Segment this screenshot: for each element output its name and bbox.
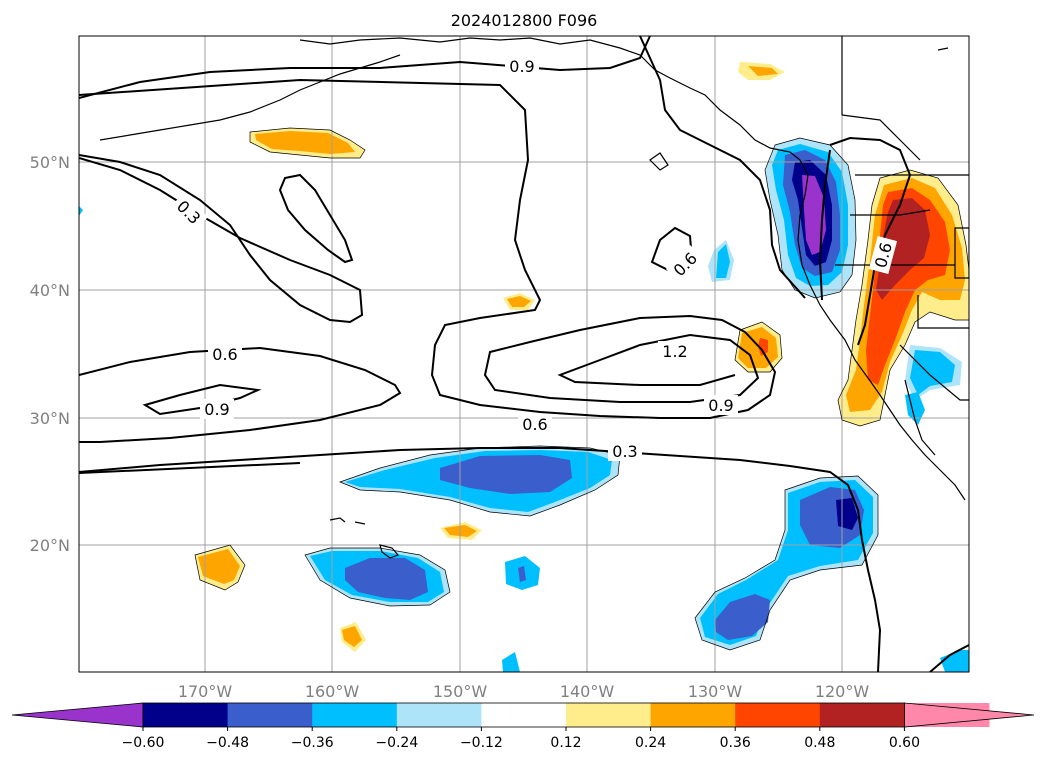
contour-labels: 0.9 0.3 0.6 0.9 0.6 1.2 0.9 0.6 0.3 0.6 (169, 56, 898, 461)
contour-inner-loop (278, 173, 354, 264)
anomaly-pnw-purple (802, 175, 826, 255)
contour-0.3-south-2 (79, 462, 301, 474)
contour-label: 0.3 (612, 442, 637, 461)
anomaly-hawaii-royal (345, 558, 428, 600)
colorbar-tick-label: 0.12 (550, 735, 581, 751)
anomaly-bottom-sky-2 (940, 650, 969, 672)
longitude-labels: 170°W 160°W 150°W 140°W 130°W 120°W (178, 682, 870, 701)
contour-label: 1.2 (662, 342, 687, 361)
lat-label-20n: 20°N (30, 536, 70, 555)
lon-label-150w: 150°W (433, 682, 488, 701)
colorbar-segment (481, 703, 567, 727)
contour-label: 0.9 (204, 400, 229, 419)
anomaly-west-orange (198, 549, 240, 584)
anomaly-orange-13n (342, 626, 362, 647)
anomaly-alaska-orange (748, 66, 778, 76)
anomaly-west-us-firebrick (876, 198, 930, 300)
colorbar-tick-label: −0.36 (291, 735, 334, 751)
map-frame (78, 35, 970, 673)
colorbar-segment (227, 703, 313, 727)
contour-label: 0.9 (708, 396, 733, 415)
lat-label-50n: 50°N (30, 153, 70, 172)
contour-0.9-north (79, 36, 651, 99)
lon-label-130w: 130°W (688, 682, 743, 701)
colorbar-segment (566, 703, 652, 727)
colorbar-tick-label: 0.24 (635, 735, 666, 751)
contour-0.3-south (79, 447, 882, 672)
lat-label-30n: 30°N (30, 409, 70, 428)
lat-label-40n: 40°N (30, 281, 70, 300)
contour-0.9-west (142, 383, 262, 416)
colorbar-segment (735, 703, 821, 727)
shaded-outlines (194, 127, 969, 651)
anomaly-se-royal-2 (715, 594, 770, 640)
colorbar-arrow-left (11, 702, 144, 728)
colorbar-tick-label: −0.48 (206, 735, 249, 751)
anomaly-east-pacific-blob-red (758, 338, 768, 356)
colorbar-segment (650, 703, 736, 727)
colorbar-segment (396, 703, 482, 727)
colorbar-tick-label: −0.60 (122, 735, 165, 751)
colorbar-tick-label: 0.36 (720, 735, 751, 751)
anomaly-socal-sky (910, 350, 955, 395)
contour-label: 0.9 (509, 57, 534, 76)
colorbar-tick-label: 0.48 (804, 735, 835, 751)
contour-label: 0.6 (522, 415, 547, 434)
anomaly-small-neg-2-royal (518, 566, 526, 582)
contour-0.6-mid (79, 346, 402, 443)
contour-label: 0.6 (212, 345, 237, 364)
lon-label-140w: 140°W (560, 682, 615, 701)
anomaly-edge-sky (79, 206, 83, 216)
anomaly-aleutian-orange (255, 131, 355, 154)
contour-0.6-west-us-2 (818, 149, 831, 301)
anomaly-subtropical-band-royal (440, 455, 572, 494)
lon-label-120w: 120°W (815, 682, 870, 701)
lon-label-160w: 160°W (305, 682, 360, 701)
contours (79, 36, 969, 672)
contour-0.6-west-us (829, 136, 912, 346)
anomaly-east-pacific-blob-orange (738, 327, 778, 368)
lon-label-170w: 170°W (178, 682, 233, 701)
map-content: 0.9 0.3 0.6 0.9 0.6 1.2 0.9 0.6 0.3 0.6 (79, 36, 969, 672)
anomaly-bottom-sky-1 (502, 652, 520, 672)
colorbar-segment (312, 703, 398, 727)
colorbar-tick-label: −0.24 (375, 735, 418, 751)
anomaly-mid-pacific-orange (507, 296, 531, 307)
contour-0.6-central (79, 78, 777, 419)
colorbar-segment (143, 703, 229, 727)
colorbar-outline (142, 702, 905, 728)
contour-se-loop (929, 644, 969, 672)
contour-0.6-east (639, 36, 806, 299)
colorbar-segment (819, 703, 905, 727)
colorbar-tick-label: −0.12 (460, 735, 503, 751)
map-title: 2024012800 F096 (451, 11, 598, 30)
anomaly-small-neg-1-inner (716, 244, 730, 278)
colorbar-tick-label: 0.60 (889, 735, 920, 751)
latitude-labels: 50°N 40°N 30°N 20°N (30, 153, 70, 555)
colorbar: −0.60 −0.48 −0.36 −0.24 −0.12 0.12 0.24 0.36 0.4… (11, 702, 1035, 751)
